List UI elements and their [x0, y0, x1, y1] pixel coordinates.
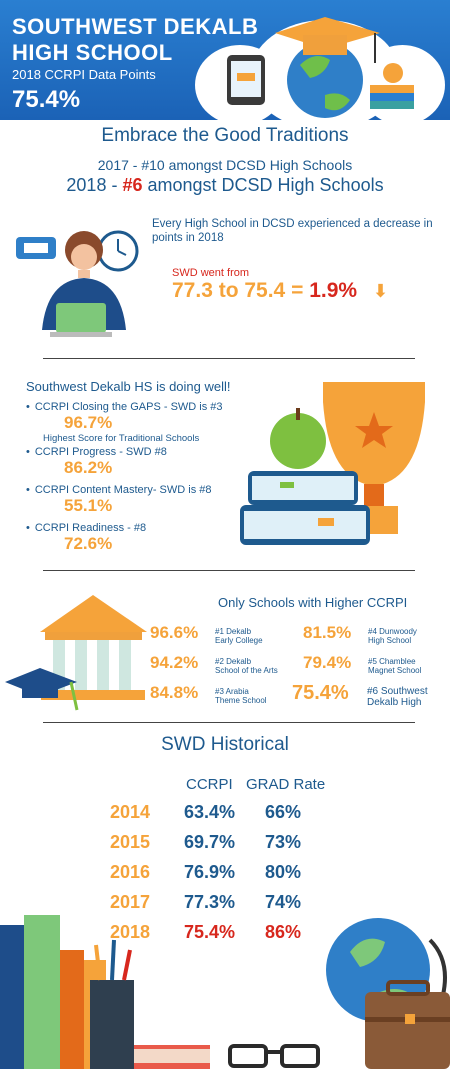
- teacher-laptop-icon: [16, 230, 139, 337]
- school-name: #5 Chamblee Magnet School: [368, 657, 422, 675]
- rank-2017: 2017 - #10 amongst DCSD High Schools: [97, 157, 353, 173]
- hist-ccrpi: 77.3%: [184, 892, 236, 912]
- trophy-books-icon: [240, 382, 425, 545]
- hist-ccrpi: 69.7%: [184, 832, 236, 852]
- school-building-icon: [5, 595, 147, 711]
- col-grad: GRAD Rate: [246, 776, 326, 793]
- school-value: 94.2%: [150, 653, 199, 672]
- progress-label: CCRPI Progress - SWD #8: [26, 446, 167, 458]
- globe-briefcase-icon: [326, 918, 450, 1069]
- swd-change: 77.3 to 75.4 = 1.9% ⬇: [172, 279, 388, 302]
- header-banner: SOUTHWEST DEKALB HIGH SCHOOL 2018 CCRPI …: [0, 0, 450, 120]
- glasses-icon: [228, 1044, 320, 1068]
- hist-grad: 80%: [265, 862, 302, 882]
- decrease-text: Every High School in DCSD experienced a …: [152, 218, 433, 244]
- higher-heading: Only Schools with Higher CCRPI: [218, 595, 408, 610]
- header-subtitle: 2018 CCRPI Data Points: [12, 67, 156, 82]
- hist-grad: 66%: [265, 802, 302, 822]
- swd-label: SWD went from: [172, 267, 250, 279]
- school-value: 81.5%: [303, 623, 352, 642]
- divider: [43, 722, 415, 723]
- school-name: #2 Dekalb School of the Arts: [215, 657, 278, 675]
- school-name: #3 Arabia Theme School: [215, 687, 267, 705]
- hist-year: 2015: [110, 832, 151, 852]
- hist-ccrpi: 75.4%: [184, 922, 236, 942]
- readiness-value: 72.6%: [64, 534, 113, 553]
- school-name: #4 Dunwoody High School: [368, 627, 417, 645]
- hist-year: 2018: [110, 922, 151, 942]
- progress-value: 86.2%: [64, 458, 113, 477]
- hist-grad: 73%: [265, 832, 302, 852]
- mastery-label: CCRPI Content Mastery- SWD is #8: [26, 484, 212, 496]
- books-pencils-icon: [0, 915, 210, 1069]
- gaps-value: 96.7%: [64, 413, 113, 432]
- divider: [43, 570, 415, 571]
- gaps-note: Highest Score for Traditional Schools: [43, 433, 200, 444]
- mastery-value: 55.1%: [64, 496, 113, 515]
- school-name-swd: #6 Southwest Dekalb High: [367, 686, 428, 708]
- school-value-swd: 75.4%: [292, 682, 349, 704]
- rank-2018: 2018 - #6 amongst DCSD High Schools: [66, 175, 384, 195]
- col-ccrpi: CCRPI: [186, 776, 233, 793]
- hist-grad: 86%: [265, 922, 302, 942]
- hist-year: 2014: [110, 802, 151, 822]
- doing-well-heading: Southwest Dekalb HS is doing well!: [26, 379, 231, 394]
- down-arrow-icon: ⬇: [372, 281, 388, 301]
- globe-graduation-icon: [227, 17, 414, 118]
- readiness-label: CCRPI Readiness - #8: [26, 522, 146, 534]
- school-value: 79.4%: [303, 653, 352, 672]
- header-score: 75.4%: [12, 86, 81, 113]
- hist-ccrpi: 76.9%: [184, 862, 236, 882]
- school-title: SOUTHWEST DEKALB HIGH SCHOOL: [12, 14, 259, 65]
- school-value: 84.8%: [150, 683, 199, 702]
- traditions-heading: Embrace the Good Traditions: [101, 125, 349, 146]
- school-value: 96.6%: [150, 623, 199, 642]
- hist-ccrpi: 63.4%: [184, 802, 236, 822]
- hist-year: 2017: [110, 892, 151, 912]
- hist-year: 2016: [110, 862, 151, 882]
- hist-grad: 74%: [265, 892, 302, 912]
- school-name: #1 Dekalb Early College: [215, 627, 263, 645]
- divider: [43, 358, 415, 359]
- historical-heading: SWD Historical: [161, 734, 289, 755]
- gaps-label: CCRPI Closing the GAPS - SWD is #3: [26, 401, 223, 413]
